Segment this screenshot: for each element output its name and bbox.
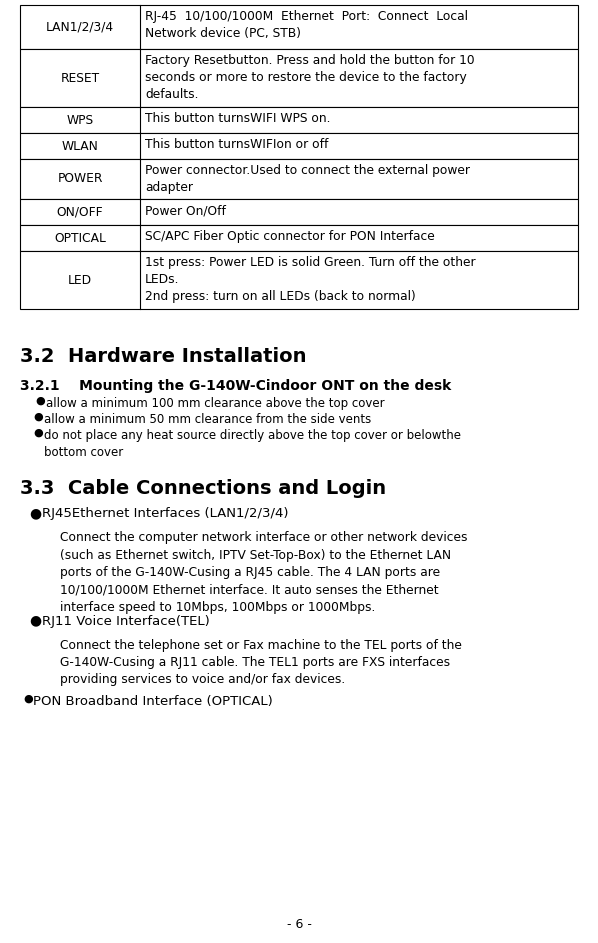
Text: RESET: RESET	[60, 72, 99, 85]
Text: SC/APC Fiber Optic connector for PON Interface: SC/APC Fiber Optic connector for PON Int…	[145, 230, 435, 243]
Bar	[20, 225, 578, 251]
Bar	[20, 49, 578, 107]
Bar	[20, 251, 578, 309]
Text: Power On/Off: Power On/Off	[145, 204, 226, 217]
Text: LED: LED	[68, 273, 92, 287]
Text: WPS: WPS	[66, 113, 93, 126]
Text: - 6 -: - 6 -	[286, 918, 312, 931]
Text: RJ45Ethernet Interfaces (LAN1/2/3/4): RJ45Ethernet Interfaces (LAN1/2/3/4)	[42, 507, 288, 520]
Text: Factory Resetbutton. Press and hold the button for 10
seconds or more to restore: Factory Resetbutton. Press and hold the …	[145, 54, 475, 101]
Text: RJ-45  10/100/1000M  Ethernet  Port:  Connect  Local
Network device (PC, STB): RJ-45 10/100/1000M Ethernet Port: Connec…	[145, 10, 468, 40]
Text: do not place any heat source directly above the top cover or belowthe
bottom cov: do not place any heat source directly ab…	[44, 429, 461, 459]
Text: RJ11 Voice Interface(TEL): RJ11 Voice Interface(TEL)	[42, 615, 210, 627]
Text: Connect the telephone set or Fax machine to the TEL ports of the
G-140W-Cusing a: Connect the telephone set or Fax machine…	[60, 638, 462, 687]
Text: WLAN: WLAN	[62, 140, 99, 153]
Text: 3.2  Hardware Installation: 3.2 Hardware Installation	[20, 347, 307, 366]
Text: ●: ●	[33, 428, 42, 438]
Text: Power connector.Used to connect the external power
adapter: Power connector.Used to connect the exte…	[145, 164, 470, 194]
Bar	[20, 159, 578, 199]
Text: This button turnsWIFIon or off: This button turnsWIFIon or off	[145, 138, 328, 151]
Text: PON Broadband Interface (OPTICAL): PON Broadband Interface (OPTICAL)	[33, 695, 273, 708]
Text: 3.2.1    Mounting the G-140W-Cindoor ONT on the desk: 3.2.1 Mounting the G-140W-Cindoor ONT on…	[20, 379, 451, 393]
Text: This button turnsWIFI WPS on.: This button turnsWIFI WPS on.	[145, 112, 331, 125]
Text: ON/OFF: ON/OFF	[57, 206, 103, 219]
Text: 1st press: Power LED is solid Green. Turn off the other
LEDs.
2nd press: turn on: 1st press: Power LED is solid Green. Tur…	[145, 256, 475, 303]
Bar	[20, 133, 578, 159]
Text: 3.3  Cable Connections and Login: 3.3 Cable Connections and Login	[20, 479, 386, 498]
Text: Connect the computer network interface or other network devices
(such as Etherne: Connect the computer network interface o…	[60, 531, 468, 614]
Bar	[20, 5, 578, 49]
Text: ●: ●	[29, 506, 41, 520]
Text: allow a minimum 100 mm clearance above the top cover: allow a minimum 100 mm clearance above t…	[46, 397, 385, 410]
Text: ●: ●	[23, 694, 33, 704]
Text: LAN1/2/3/4: LAN1/2/3/4	[46, 21, 114, 34]
Text: allow a minimum 50 mm clearance from the side vents: allow a minimum 50 mm clearance from the…	[44, 413, 371, 426]
Text: OPTICAL: OPTICAL	[54, 231, 106, 244]
Bar	[20, 107, 578, 133]
Bar	[20, 199, 578, 225]
Text: ●: ●	[29, 614, 41, 627]
Text: ●: ●	[35, 396, 45, 406]
Text: ●: ●	[33, 412, 42, 422]
Text: POWER: POWER	[57, 173, 103, 186]
